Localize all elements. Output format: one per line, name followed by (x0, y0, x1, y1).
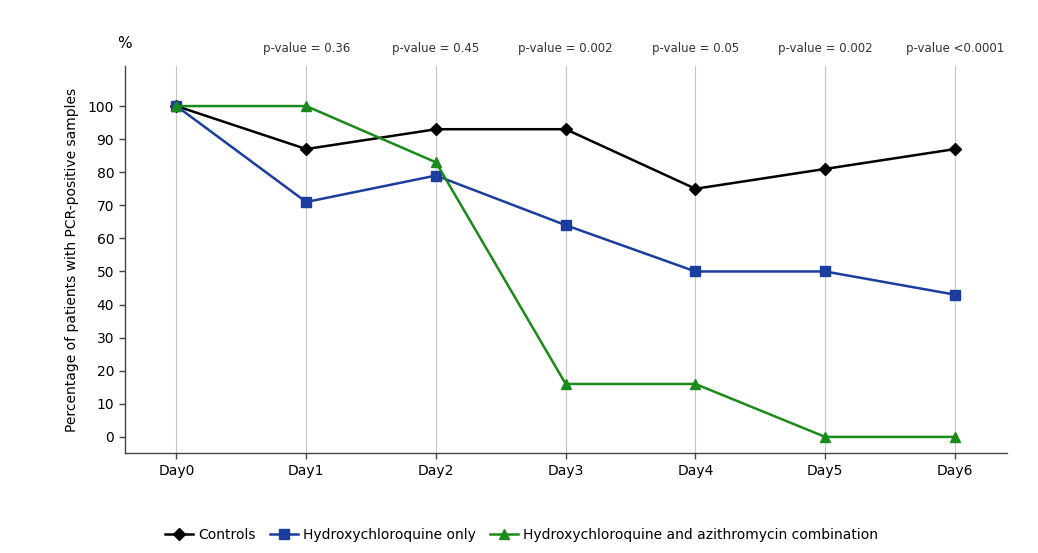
Text: p-value = 0.05: p-value = 0.05 (652, 42, 739, 55)
Text: p-value <0.0001: p-value <0.0001 (906, 42, 1004, 55)
Text: p-value = 0.002: p-value = 0.002 (518, 42, 613, 55)
Text: p-value = 0.002: p-value = 0.002 (777, 42, 873, 55)
Text: p-value = 0.45: p-value = 0.45 (392, 42, 480, 55)
Text: %: % (117, 36, 132, 51)
Y-axis label: Percentage of patients with PCR-positive samples: Percentage of patients with PCR-positive… (65, 88, 80, 432)
Legend: Controls, Hydroxychloroquine only, Hydroxychloroquine and azithromycin combinati: Controls, Hydroxychloroquine only, Hydro… (160, 523, 883, 547)
Text: p-value = 0.36: p-value = 0.36 (263, 42, 350, 55)
